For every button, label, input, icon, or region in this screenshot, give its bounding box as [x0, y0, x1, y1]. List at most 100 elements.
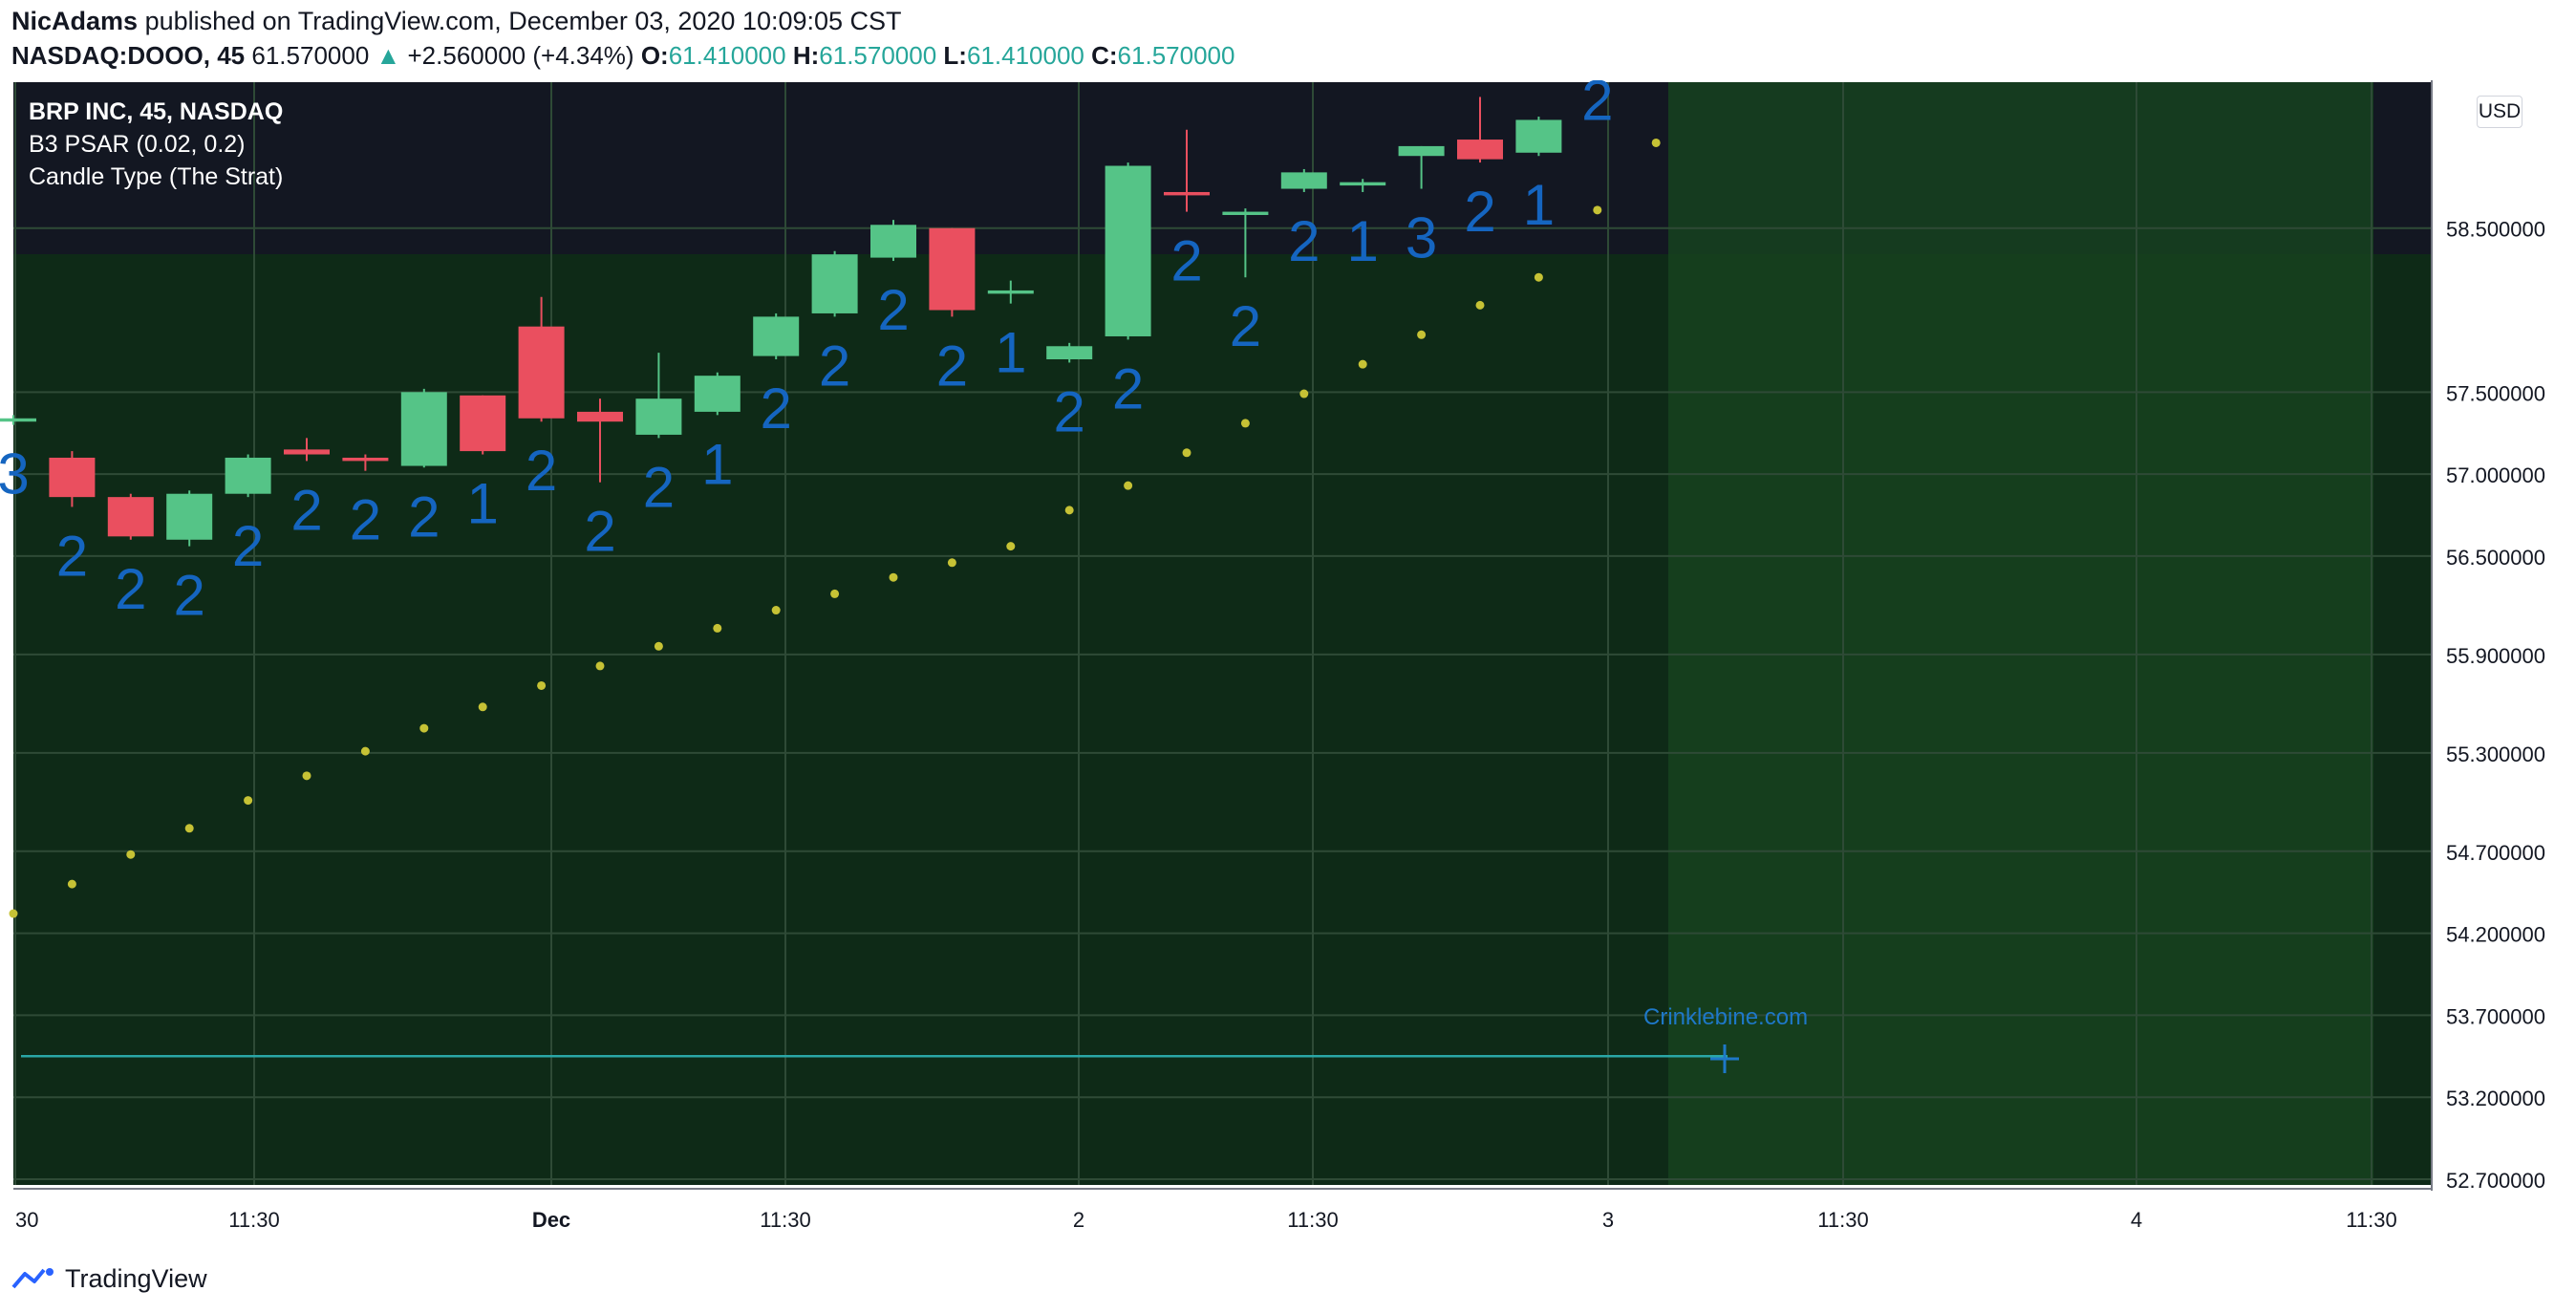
psar-dot [244, 796, 253, 806]
tradingview-logo-icon [11, 1268, 54, 1289]
candle-body [987, 290, 1034, 294]
high-label: H: [792, 41, 820, 70]
strat-label: 2 [56, 524, 88, 588]
candle-body [225, 457, 271, 494]
strat-label: 2 [526, 439, 557, 503]
price-tick-label: 53.700000 [2446, 1004, 2545, 1028]
psar-dot [67, 879, 76, 889]
author-name[interactable]: NicAdams [11, 7, 139, 35]
up-arrow-icon: ▲ [376, 41, 401, 70]
psar-dot [1124, 481, 1133, 490]
candle-body [1280, 172, 1327, 189]
price-chart[interactable]: 322222221222122221222221321211 Crinklebi… [0, 80, 2576, 1246]
candle-body [1046, 346, 1093, 359]
time-axis[interactable]: 30 11:30 Dec 11:30 2 11:30 3 11:30 4 11:30 [15, 1208, 2397, 1232]
psar-dot [478, 702, 487, 712]
psar-dot [1299, 389, 1309, 398]
time-tick-label: 30 [15, 1208, 38, 1232]
price-tick-label: 58.500000 [2446, 218, 2545, 242]
close-label: C: [1091, 41, 1118, 70]
price-tick-label: 55.300000 [2446, 743, 2545, 766]
candle-body [460, 395, 506, 452]
strat-label: 2 [1230, 294, 1261, 358]
footer-branding: TradingView [11, 1258, 207, 1300]
price-axis[interactable]: 52.700000 53.200000 53.700000 54.200000 54.7… [2446, 80, 2545, 1193]
candle-body [635, 398, 682, 435]
psar-dot [360, 746, 370, 756]
psar-dot [1417, 330, 1427, 339]
price-tick-label: 57.500000 [2446, 381, 2545, 405]
candle-body [1105, 165, 1151, 336]
legend-indicator-strat[interactable]: Candle Type (The Strat) [29, 163, 284, 190]
candle-body [400, 392, 447, 466]
high-value: 61.570000 [819, 41, 937, 70]
time-tick-label: 11:30 [760, 1208, 810, 1232]
strat-label: 2 [174, 564, 205, 628]
candle-body [1222, 211, 1269, 215]
price-tick-label: 56.500000 [2446, 546, 2545, 570]
psar-dot [889, 572, 898, 582]
strat-label: 2 [936, 334, 968, 398]
close-value: 61.570000 [1117, 41, 1235, 70]
candle-body [107, 497, 154, 537]
psar-dot [771, 606, 781, 615]
strat-label: 2 [350, 488, 381, 552]
strat-label: 1 [1347, 209, 1379, 273]
psar-dot [654, 641, 663, 651]
strat-label: 2 [643, 455, 675, 519]
price-tick-label: 53.200000 [2446, 1087, 2545, 1110]
candle-body [284, 449, 330, 455]
strat-label: 2 [584, 500, 615, 564]
footer-brand[interactable]: TradingView [65, 1263, 207, 1293]
strat-label: 3 [1406, 206, 1437, 270]
publish-info: NicAdams published on TradingView.com, D… [11, 4, 902, 38]
price-tick-label: 52.700000 [2446, 1169, 2545, 1193]
strat-label: 2 [761, 377, 792, 441]
time-tick-label: 2 [1073, 1208, 1084, 1232]
price-change: +2.560000 (+4.34%) [407, 41, 634, 70]
strat-label: 2 [819, 334, 850, 398]
time-tick-label: 11:30 [228, 1208, 279, 1232]
grid-lines [13, 82, 2431, 1185]
price-axis-background [2433, 80, 2576, 1189]
last-price: 61.570000 [251, 41, 370, 70]
psar-dot [1593, 205, 1602, 215]
strat-label: 1 [467, 472, 499, 536]
candle-body [870, 225, 916, 258]
candle-body [753, 316, 800, 356]
time-tick-label: 11:30 [1287, 1208, 1338, 1232]
psar-dot [830, 589, 840, 598]
legend-indicator-psar[interactable]: B3 PSAR (0.02, 0.2) [29, 131, 246, 158]
strat-label: 2 [290, 478, 322, 542]
time-tick-label: 11:30 [2346, 1208, 2396, 1232]
currency-button[interactable]: USD [2477, 96, 2522, 128]
candle-body [929, 227, 976, 311]
candle-body [577, 411, 623, 422]
candle-body [518, 326, 565, 419]
strat-label: 2 [232, 514, 264, 578]
publish-date: published on TradingView.com, December 0… [144, 7, 902, 35]
psar-dot [1006, 542, 1016, 551]
candle-body [1457, 140, 1503, 160]
candle-body [811, 254, 858, 313]
watermark-text: Crinklebine.com [1643, 1004, 1808, 1030]
green-zone-box [1668, 82, 2373, 1185]
strat-label: 2 [877, 278, 909, 342]
candle-body [694, 376, 741, 412]
candle-body [1340, 182, 1386, 186]
time-tick-label: 3 [1602, 1208, 1614, 1232]
price-tick-label: 54.200000 [2446, 923, 2545, 947]
time-tick-label: 11:30 [1817, 1208, 1868, 1232]
psar-dot [947, 558, 956, 568]
candle-body [1515, 119, 1562, 153]
psar-dot [126, 850, 136, 859]
symbol-label: NASDAQ:DOOO, 45 [11, 41, 246, 70]
strat-label: 3 [0, 442, 30, 506]
strat-label: 2 [1581, 80, 1613, 132]
candle-body [166, 493, 213, 540]
psar-dot [184, 824, 194, 833]
strat-labels-group: 322222221222122221222221321211 [0, 80, 1613, 628]
open-label: O: [640, 41, 669, 70]
psar-dot [713, 623, 722, 633]
legend-title[interactable]: BRP INC, 45, NASDAQ [29, 98, 284, 125]
